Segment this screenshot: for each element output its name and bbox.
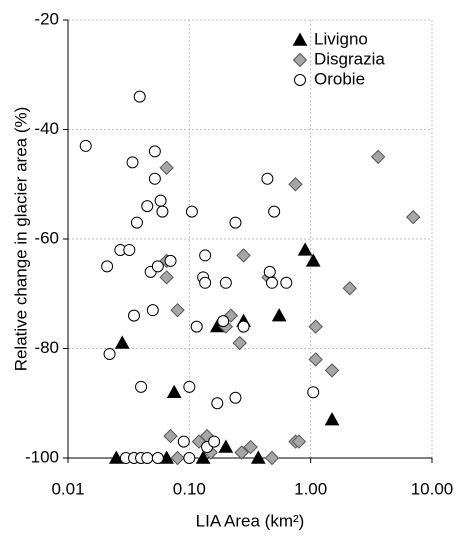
point	[79, 139, 92, 152]
point	[159, 270, 174, 285]
point	[234, 445, 249, 460]
point	[199, 249, 212, 262]
point	[148, 145, 161, 158]
legend-label: Orobie	[314, 69, 365, 88]
point	[243, 439, 258, 455]
point	[229, 391, 242, 404]
point	[123, 243, 136, 256]
point	[156, 205, 169, 218]
point	[185, 205, 198, 218]
point	[218, 439, 234, 453]
point	[128, 309, 141, 322]
point	[370, 149, 386, 165]
point	[101, 260, 114, 273]
point	[297, 242, 313, 256]
point	[268, 205, 281, 218]
legend-label: Livigno	[314, 29, 368, 48]
point	[263, 265, 276, 278]
point	[229, 216, 242, 229]
point	[208, 435, 221, 448]
point	[264, 450, 280, 466]
point	[151, 260, 164, 273]
point	[271, 308, 287, 322]
point	[148, 172, 161, 185]
legend-marker	[292, 32, 308, 46]
point	[183, 452, 196, 464]
point	[170, 450, 185, 466]
point	[177, 435, 190, 448]
point	[135, 380, 148, 393]
point	[217, 315, 230, 328]
point	[151, 452, 164, 464]
legend-marker	[292, 52, 308, 68]
point	[163, 428, 178, 444]
y-tick-label: -40	[34, 119, 59, 138]
point	[342, 281, 357, 296]
point	[166, 384, 182, 398]
y-tick-label: -100	[25, 447, 59, 466]
point	[170, 302, 185, 318]
point	[237, 320, 250, 333]
point	[195, 450, 211, 464]
point	[190, 320, 203, 333]
point	[308, 352, 323, 367]
point	[164, 254, 177, 267]
legend-marker	[294, 74, 306, 86]
point	[141, 452, 154, 464]
point	[291, 434, 307, 449]
x-tick-label: 0.01	[51, 479, 84, 498]
point	[288, 177, 303, 192]
y-tick-label: -60	[34, 228, 59, 247]
y-axis-label: Relative change in glacier area (%)	[11, 107, 30, 372]
point	[324, 363, 340, 378]
point	[219, 276, 232, 289]
point	[103, 347, 116, 360]
x-axis-label: LIA Area (km²)	[196, 511, 305, 530]
point	[159, 160, 174, 176]
point	[146, 304, 159, 317]
point	[232, 335, 247, 351]
point	[126, 156, 139, 169]
point	[130, 216, 143, 229]
point	[211, 397, 224, 410]
x-tick-label: 1.00	[294, 479, 327, 498]
y-tick-label: -20	[34, 9, 59, 28]
y-tick-label: -80	[34, 338, 59, 357]
point	[324, 412, 340, 426]
x-tick-label: 10.00	[411, 479, 454, 498]
point	[250, 450, 266, 464]
point	[307, 386, 320, 399]
point	[141, 200, 154, 213]
point	[114, 335, 130, 349]
point	[183, 380, 196, 393]
point	[280, 276, 293, 289]
point	[154, 194, 167, 207]
legend-label: Disgrazia	[314, 49, 385, 68]
point	[108, 450, 124, 464]
point	[405, 209, 421, 225]
point	[236, 248, 251, 263]
x-tick-label: 0.10	[173, 479, 206, 498]
point	[133, 90, 146, 103]
point	[261, 172, 274, 185]
point	[305, 253, 321, 267]
point	[265, 276, 278, 289]
point	[199, 276, 212, 289]
point	[308, 319, 323, 334]
